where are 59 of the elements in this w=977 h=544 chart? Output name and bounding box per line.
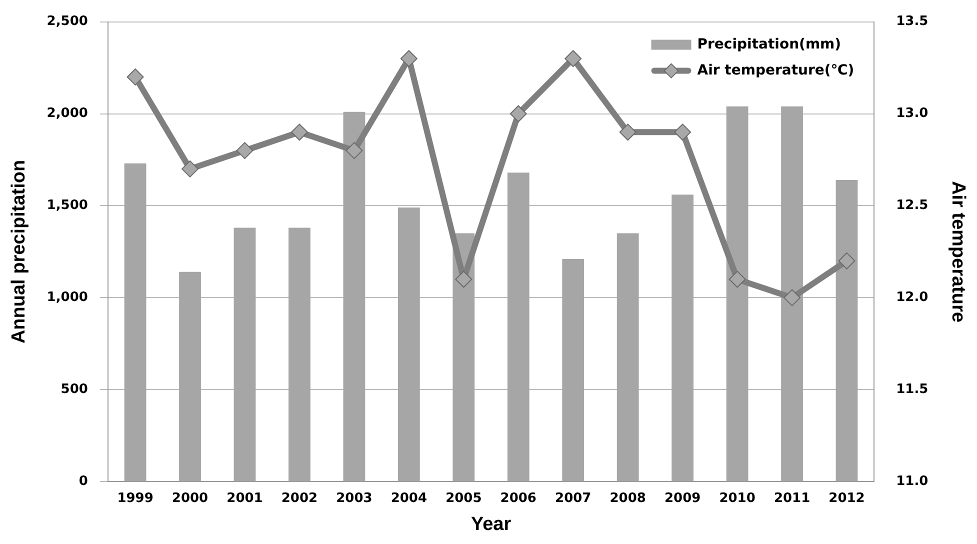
y-tick-label: 1,000 [46, 290, 88, 306]
y2-tick-label: 12.5 [896, 198, 928, 214]
y-axis-title: Annual precipitation [8, 160, 30, 344]
x-tick-label: 2000 [172, 490, 208, 506]
bar [179, 272, 201, 482]
bar [398, 208, 420, 482]
bar [234, 228, 256, 482]
point [290, 124, 308, 141]
bar [507, 172, 530, 482]
point [126, 68, 144, 86]
x-tick-label: 2006 [500, 490, 536, 506]
point [784, 289, 801, 306]
x-tick-label: 2010 [719, 490, 756, 506]
x-tick-label: 1999 [117, 490, 154, 506]
bar [836, 180, 858, 482]
point [400, 50, 418, 68]
x-tick-label: 2012 [828, 490, 865, 506]
bar [562, 259, 584, 482]
bar [726, 106, 748, 482]
bar [124, 163, 146, 482]
point [674, 124, 692, 141]
point [564, 50, 582, 68]
y2-tick-label: 12.0 [896, 290, 928, 306]
bar [672, 194, 694, 482]
y2-axis-title: Air temperature [947, 180, 968, 322]
bar [343, 112, 366, 482]
point [619, 124, 636, 141]
bar [452, 233, 475, 482]
y-tick-label: 0 [78, 474, 88, 489]
y2-tick-label: 11.0 [896, 474, 928, 489]
y-tick-label: 2,000 [46, 106, 88, 122]
y-tick-label: 1,500 [46, 198, 88, 214]
x-tick-label: 2004 [390, 490, 428, 506]
point [838, 252, 856, 270]
y2-tick-label: 11.5 [896, 382, 928, 398]
x-tick-label: 2003 [336, 490, 372, 506]
y-tick-label: 500 [60, 382, 88, 398]
point [455, 270, 472, 288]
y2-tick-label: 13.0 [896, 106, 928, 122]
x-tick-label: 2007 [555, 490, 592, 506]
legend-label: Precipitation(mm) [697, 36, 842, 52]
legend-label: Air temperature(℃) [697, 62, 854, 78]
point [510, 105, 527, 122]
x-tick-label: 2009 [664, 490, 701, 506]
x-axis-title: Year [470, 514, 512, 535]
bar [781, 106, 803, 482]
point [236, 142, 254, 160]
point [728, 270, 746, 288]
point [346, 142, 363, 160]
y2-tick-label: 13.5 [896, 14, 928, 30]
point [182, 160, 199, 178]
bar [616, 233, 639, 482]
x-tick-label: 2002 [281, 490, 318, 506]
x-tick-label: 2001 [226, 490, 263, 506]
bar [288, 228, 310, 482]
x-tick-label: 2008 [610, 490, 646, 506]
x-tick-label: 2005 [446, 490, 482, 506]
x-tick-label: 2011 [774, 490, 810, 506]
y-tick-label: 2,500 [46, 14, 88, 30]
